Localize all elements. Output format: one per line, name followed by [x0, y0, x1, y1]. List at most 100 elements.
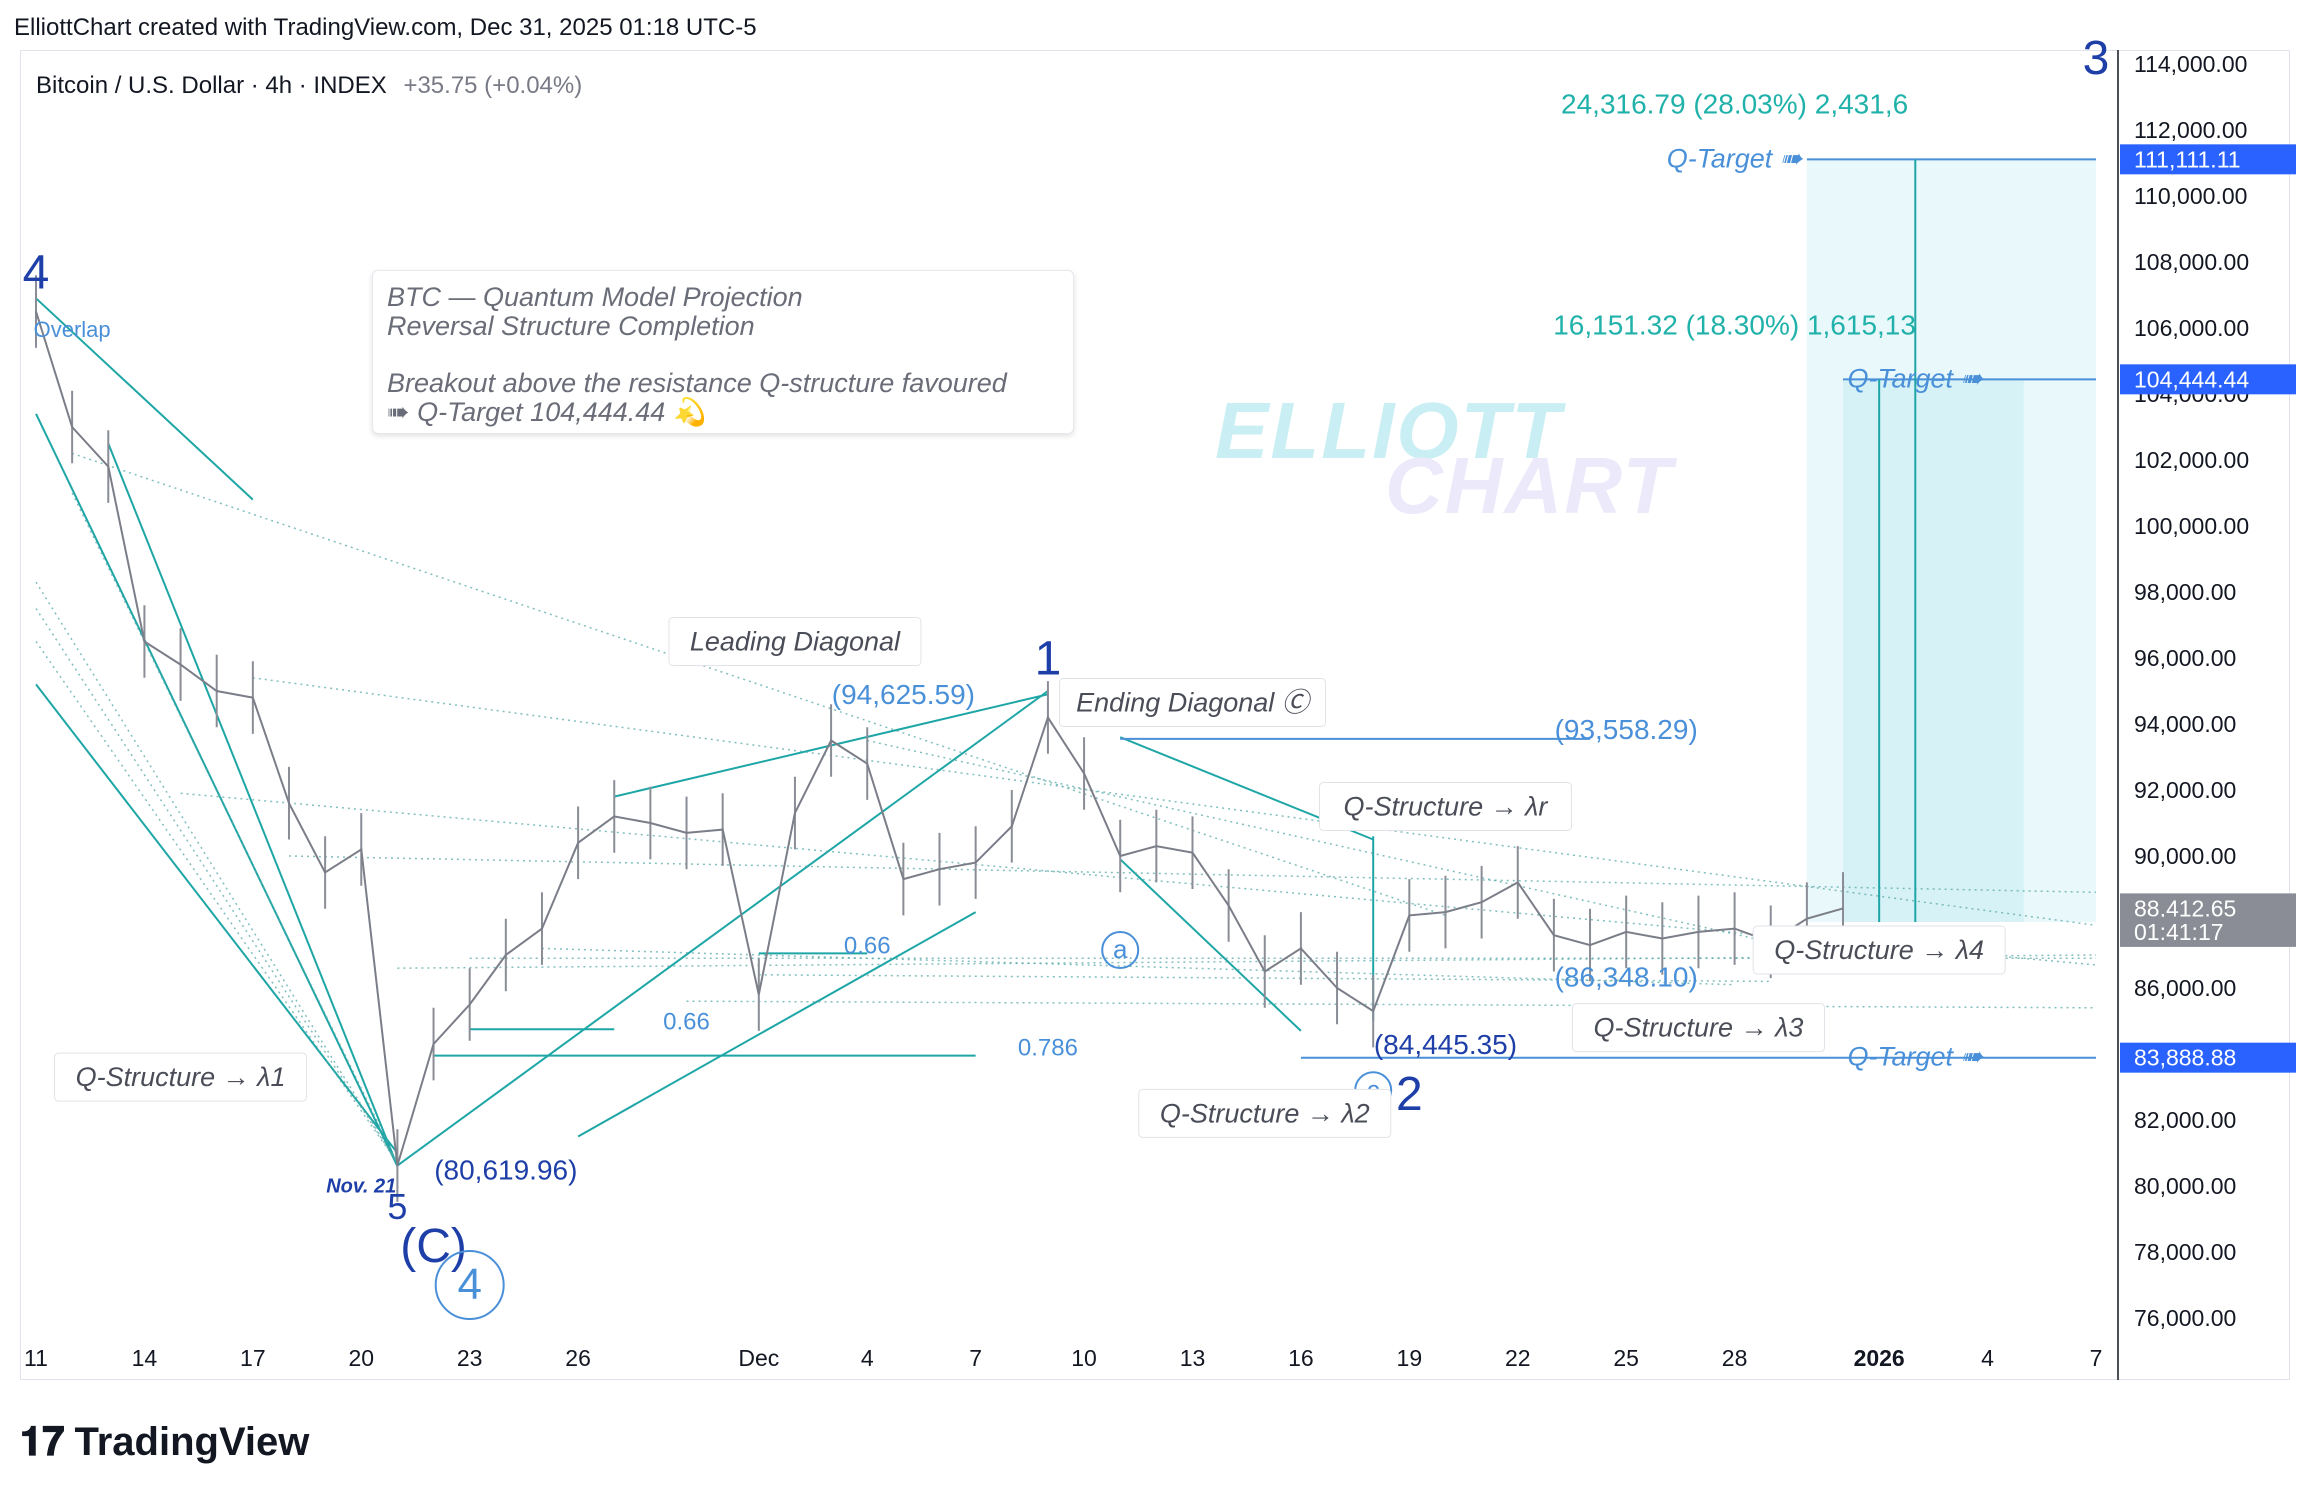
q-target-label: Q-Target ➠ [1847, 363, 1984, 393]
label-box [1058, 678, 1326, 728]
x-axis-tick: Dec [738, 1345, 779, 1371]
wave-circle [434, 1250, 505, 1320]
y-axis-tick: 94,000.00 [2134, 711, 2236, 737]
annotation-label: Ending Diagonal Ⓒ [1076, 688, 1313, 718]
annotation-label: Q-Structure → λ4 [1774, 935, 1984, 965]
target-zone-inner [1843, 379, 2024, 922]
dotted-fan-line [71, 452, 1446, 917]
annotation-label: Q-Structure → λ3 [1594, 1013, 1804, 1043]
measure-label: 16,151.32 (18.30%) 1,615,13 [1553, 310, 1916, 341]
price-label-box [2120, 364, 2296, 395]
y-axis-tick: 86,000.00 [2134, 975, 2236, 1001]
symbol-change: +35.75 (+0.04%) [403, 72, 583, 99]
price-label-box [2120, 144, 2296, 175]
tradingview-logo-icon: 𝟏𝟕 [20, 1420, 65, 1464]
x-axis-tick: 13 [1180, 1345, 1206, 1371]
q-target-label: Q-Target ➠ [1667, 143, 1804, 173]
x-axis-tick: 7 [969, 1345, 982, 1371]
symbol-name: Bitcoin / U.S. Dollar · 4h · INDEX [36, 72, 387, 99]
y-axis-tick: 80,000.00 [2134, 1173, 2236, 1199]
price-label-box [2120, 1042, 2296, 1073]
note-line-2: Reversal Structure Completion [387, 311, 755, 341]
price-note: (80,619.96) [434, 1154, 577, 1185]
chart-header: ElliottChart created with TradingView.co… [14, 14, 757, 41]
x-axis-tick: 17 [240, 1345, 266, 1371]
x-axis-tick: 26 [565, 1345, 591, 1371]
structure-line [35, 297, 254, 501]
x-axis-tick: 14 [132, 1345, 158, 1371]
q-target-label: Q-Target ➠ [1847, 1042, 1984, 1072]
y-axis-tick: 106,000.00 [2134, 315, 2249, 341]
wave-circle [1101, 931, 1140, 970]
structure-line [107, 443, 399, 1167]
y-axis-tick: 110,000.00 [2134, 183, 2247, 209]
dotted-fan-line [252, 677, 2097, 927]
structure-line [35, 683, 399, 1154]
tradingview-logo[interactable]: 𝟏𝟕 TradingView [20, 1420, 309, 1465]
price-note: (94,625.59) [832, 679, 975, 710]
wave-label: 3 [2083, 32, 2110, 85]
y-axis-tick: 114,000.00 [2134, 51, 2247, 77]
label-box [668, 617, 922, 666]
y-axis-tick: 108,000.00 [2134, 249, 2249, 275]
wave-label: (C) [400, 1220, 467, 1273]
x-axis-tick: 16 [1288, 1345, 1314, 1371]
y-axis-tick: 100,000.00 [2134, 513, 2249, 539]
dotted-fan-line [288, 855, 2097, 894]
y-axis-tick: 82,000.00 [2134, 1107, 2236, 1133]
dotted-fan-line [541, 947, 1735, 986]
wave-circle-label: 4 [457, 1260, 481, 1309]
chart-frame [20, 50, 2290, 1380]
fib-level-label: 0.66 [844, 932, 891, 959]
wave-label: 1 [1035, 633, 1062, 686]
price-series [35, 311, 1844, 1166]
symbol-legend[interactable]: Bitcoin / U.S. Dollar · 4h · INDEX +35.7… [36, 72, 582, 100]
price-note: (86,348.10) [1555, 961, 1698, 992]
x-axis-tick: 20 [348, 1345, 374, 1371]
fib-level-label: 0.66 [663, 1008, 710, 1035]
watermark-elliott: ELLIOTT [1215, 386, 1563, 475]
x-axis-tick: 25 [1613, 1345, 1639, 1371]
label-box [54, 1052, 308, 1102]
label-box [1318, 782, 1572, 831]
wave-label: 4 [23, 246, 50, 299]
projection-note[interactable]: BTC — Quantum Model Projection Reversal … [372, 270, 1074, 434]
dotted-fan-line [397, 954, 2097, 969]
price-note: (93,558.29) [1555, 714, 1698, 745]
x-axis-tick: 23 [457, 1345, 483, 1371]
x-axis-tick: 19 [1397, 1345, 1423, 1371]
annotation-label: Leading Diagonal [690, 627, 901, 657]
price-label: 01:41:17 [2134, 919, 2224, 945]
price-label: 104,444.44 [2134, 366, 2249, 392]
chart-canvas[interactable]: 114,000.00 112,000.00 110,000.00 108,000.00… [0, 0, 2308, 1400]
y-axis-tick: 78,000.00 [2134, 1239, 2236, 1265]
x-axis-tick: 2026 [1854, 1345, 1905, 1371]
annotation-label: Q-Structure → λr [1344, 792, 1549, 822]
y-axis-tick: 98,000.00 [2134, 579, 2236, 605]
dotted-fan-line [71, 492, 399, 1164]
structure-line [396, 690, 1049, 1167]
y-axis-tick: 112,000.00 [2134, 117, 2247, 143]
note-line-3: Breakout above the resistance Q-structur… [387, 368, 1007, 398]
x-axis-tick: 11 [24, 1345, 48, 1371]
label-box [1571, 1003, 1825, 1053]
x-axis-tick: 7 [2090, 1345, 2103, 1371]
y-axis-tick: 76,000.00 [2134, 1305, 2236, 1331]
x-axis-tick: 4 [861, 1345, 874, 1371]
x-axis-tick: 10 [1071, 1345, 1097, 1371]
wave-label: 2 [1396, 1068, 1423, 1121]
structure-line [1119, 858, 1302, 1032]
tradingview-logo-text: TradingView [74, 1420, 310, 1464]
annotation-label: Q-Structure → λ2 [1160, 1098, 1370, 1128]
price-note: (84,445.35) [1374, 1029, 1517, 1060]
dotted-fan-line [35, 608, 399, 1164]
annotation-label: Overlap [34, 317, 111, 342]
dotted-fan-line [867, 739, 1844, 960]
dotted-fan-line [35, 641, 399, 1164]
x-axis-tick: 4 [1981, 1345, 1994, 1371]
wave-label: 5 [387, 1186, 407, 1227]
y-axis-tick: 90,000.00 [2134, 843, 2236, 869]
fib-level-label: 0.786 [1018, 1035, 1078, 1062]
structure-line [577, 911, 977, 1138]
price-label-box [2120, 916, 2296, 947]
